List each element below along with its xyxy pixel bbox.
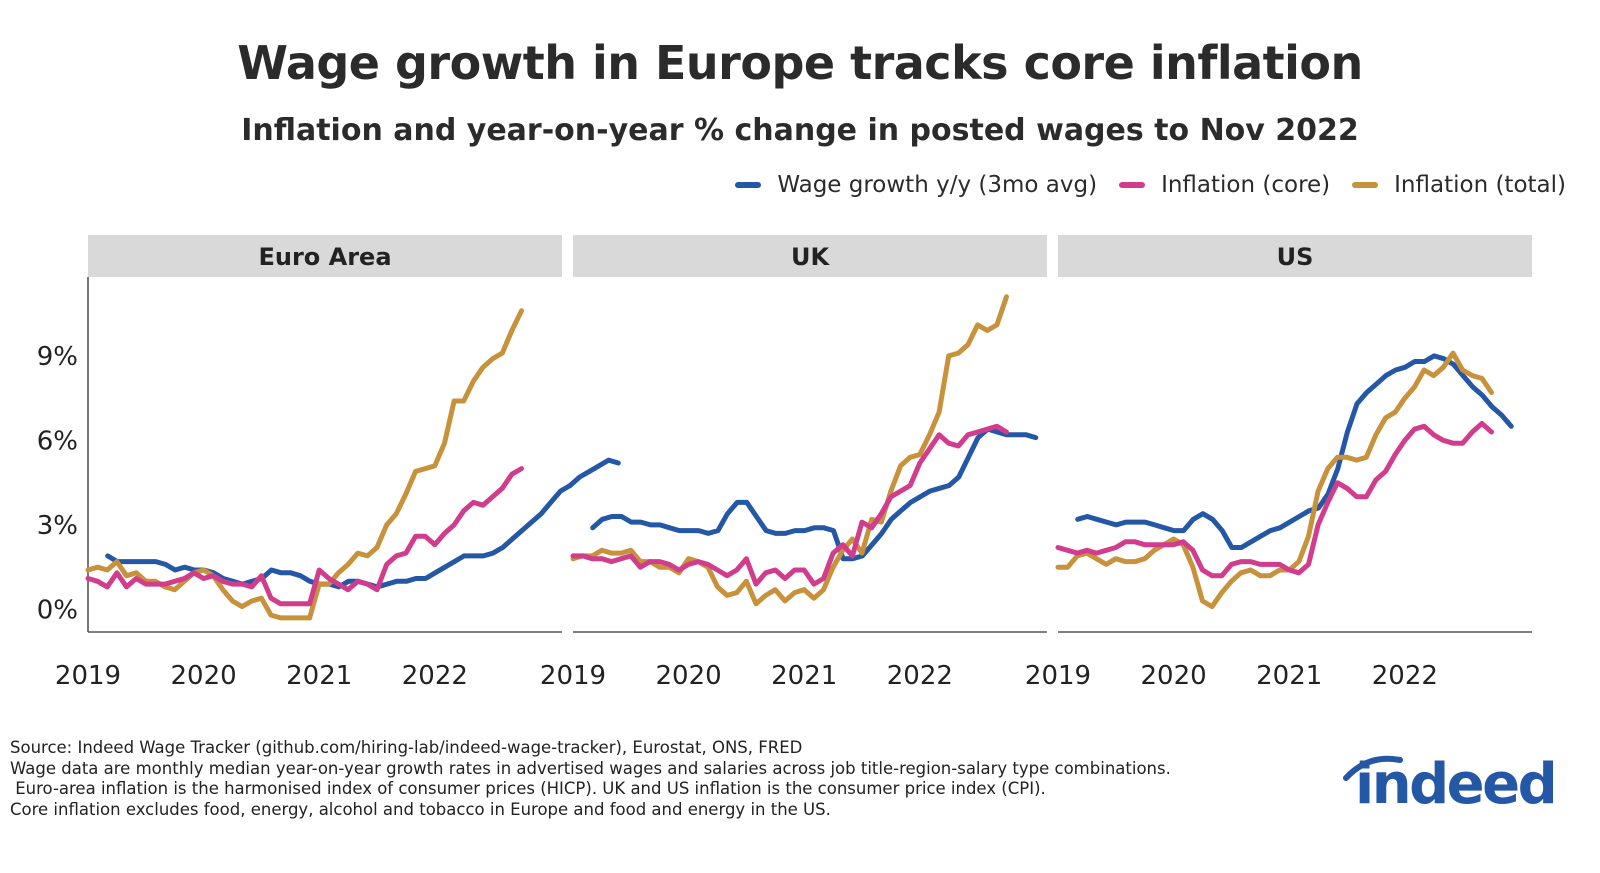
x-tick-label-euro-area: 2020 <box>171 661 237 691</box>
chart-subtitle: Inflation and year-on-year % change in p… <box>241 113 1359 148</box>
facet-label-uk: UK <box>791 243 830 271</box>
source-notes: Source: Indeed Wage Tracker (github.com/… <box>10 738 1171 820</box>
facet-label-us: US <box>1277 243 1314 271</box>
series-line-inflation-total-uk <box>570 294 1009 607</box>
legend-item-inflation-core: Inflation (core) <box>1119 172 1330 198</box>
x-tick-label-euro-area: 2021 <box>286 661 352 691</box>
x-tick-label-uk: 2020 <box>656 661 722 691</box>
y-tick-label: 3% <box>37 511 78 541</box>
legend-label-wage-growth: Wage growth y/y (3mo avg) <box>777 172 1098 198</box>
indeed-logo-arc <box>1343 755 1403 781</box>
legend-label-inflation-total: Inflation (total) <box>1394 172 1566 198</box>
series-line-inflation-total-euro-area <box>85 308 524 621</box>
legend-item-inflation-total: Inflation (total) <box>1352 172 1566 198</box>
x-tick-label-us: 2019 <box>1025 661 1091 691</box>
legend-key-inflation-core <box>1119 182 1146 188</box>
series-line-inflation-total-us <box>1055 350 1494 610</box>
legend-item-wage-growth: Wage growth y/y (3mo avg) <box>735 172 1097 198</box>
x-tick-label-uk: 2022 <box>887 661 953 691</box>
x-tick-label-euro-area: 2019 <box>55 661 121 691</box>
source-line: Source: Indeed Wage Tracker (github.com/… <box>10 738 803 757</box>
indeed-logo: indeed <box>1355 752 1558 817</box>
series-line-wage-growth-y-y-3mo-avg-euro-area <box>105 457 621 590</box>
y-tick-label: 0% <box>37 595 78 625</box>
chart-title: Wage growth in Europe tracks core inflat… <box>237 36 1363 90</box>
series-line-inflation-core-euro-area <box>85 466 524 607</box>
legend-key-inflation-total <box>1352 182 1379 188</box>
x-tick-label-uk: 2021 <box>771 661 837 691</box>
x-tick-label-euro-area: 2022 <box>402 661 468 691</box>
core-inflation-note: Core inflation excludes food, energy, al… <box>10 799 831 819</box>
y-tick-label: 9% <box>37 342 78 372</box>
euro-inflation-note: Euro-area inflation is the harmonised in… <box>10 779 1046 798</box>
x-tick-label-us: 2020 <box>1141 661 1207 691</box>
legend: Wage growth y/y (3mo avg) Inflation (cor… <box>713 172 1566 198</box>
facet-strip-euro-area <box>88 235 562 277</box>
wage-data-note: Wage data are monthly median year-on-yea… <box>10 758 1171 778</box>
legend-label-inflation-core: Inflation (core) <box>1161 172 1331 198</box>
facet-strip-us <box>1058 235 1532 277</box>
facet-label-euro-area: Euro Area <box>258 243 391 271</box>
series-line-wage-growth-y-y-3mo-avg-uk <box>590 426 1039 562</box>
y-tick-label: 6% <box>37 426 78 456</box>
x-tick-label-us: 2021 <box>1256 661 1322 691</box>
series-line-inflation-core-us <box>1055 421 1494 579</box>
legend-key-wage-growth <box>735 182 762 188</box>
x-tick-label-uk: 2019 <box>540 661 606 691</box>
series-line-inflation-core-uk <box>570 423 1009 587</box>
series-line-wage-growth-y-y-3mo-avg-us <box>1075 353 1514 550</box>
x-tick-label-us: 2022 <box>1372 661 1438 691</box>
facet-strip-uk <box>573 235 1047 277</box>
